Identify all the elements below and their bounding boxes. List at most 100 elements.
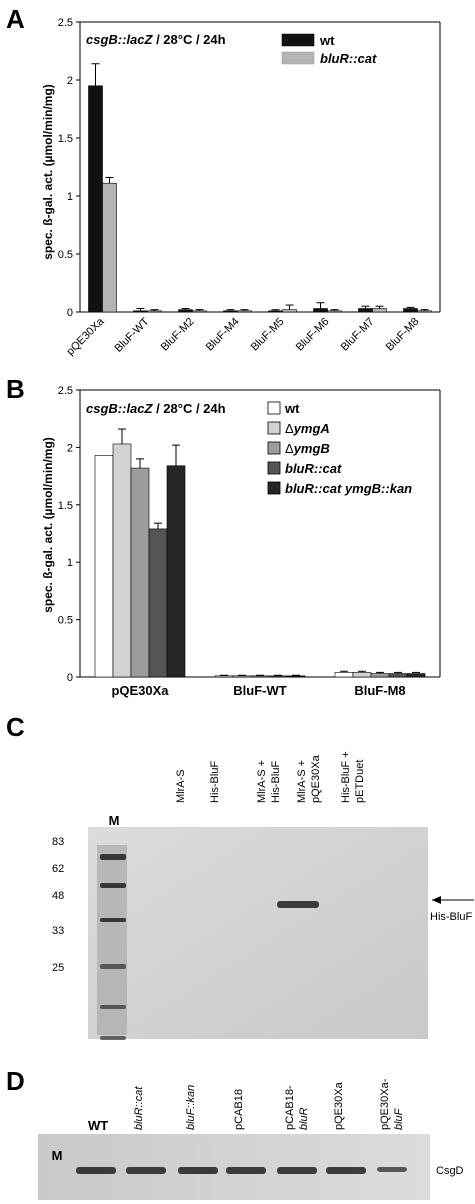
legend-label: ΔymgA	[285, 421, 330, 436]
gel-d-lane-labels: WT bluR::cat bluF::kan pCAB18 pCAB18- bluR pQE…	[88, 1078, 405, 1133]
legend-label: bluR::cat ymgB::kan	[285, 481, 412, 496]
bar	[327, 310, 342, 313]
bar	[406, 673, 426, 678]
bar	[334, 672, 354, 678]
y-tick-label: 0	[67, 672, 73, 684]
lane-label: bluF	[393, 1107, 405, 1130]
y-tick-label: 2.5	[58, 385, 73, 397]
chart-a-title: csgB::lacZ / 28°C / 24h	[86, 32, 226, 47]
x-tick-label: BluF-M7	[339, 316, 377, 354]
legend-label-text: ymgA	[293, 421, 330, 436]
lane-label: pETDuet	[354, 760, 366, 803]
bar	[214, 675, 234, 678]
x-tick-label: BluF-WT	[112, 315, 151, 354]
legend-swatch	[267, 481, 281, 495]
bar	[88, 85, 103, 313]
x-tick-label: pQE30Xa	[64, 315, 107, 358]
legend-swatch	[267, 461, 281, 475]
legend-swatch	[267, 401, 281, 415]
y-tick-label: 2.5	[58, 17, 73, 29]
bar	[268, 675, 288, 678]
legend-label-text: wt	[284, 401, 300, 416]
bar	[352, 672, 372, 678]
chart-a-ylabel: spec. ß-gal. act. (µmol/min/mg)	[41, 84, 55, 260]
legend-label-prefix: Δ	[285, 441, 294, 456]
bar	[372, 308, 387, 313]
y-tick-label: 2	[67, 75, 73, 87]
lane-label: pQE30Xa	[333, 1081, 345, 1130]
bar	[417, 310, 432, 313]
mw-marker-label: 62	[52, 863, 64, 875]
bar	[358, 308, 373, 313]
mw-marker-label: 33	[52, 925, 64, 937]
lane-label: MlrA-S +	[256, 760, 268, 803]
chart-b: spec. ß-gal. act. (µmol/min/mg) csgB::la…	[41, 385, 441, 698]
x-tick-label: BluF-M6	[294, 316, 332, 354]
bar	[388, 673, 408, 678]
marker-band	[100, 918, 126, 922]
lane-label: pQE30Xa	[310, 754, 322, 803]
marker-band	[100, 883, 126, 888]
panel-letter-b: B	[6, 374, 25, 404]
legend-label-text: ymgB	[293, 441, 330, 456]
mw-marker-label: 48	[52, 890, 64, 902]
csgd-band	[126, 1167, 166, 1174]
legend-swatch	[281, 33, 315, 47]
gel-d-marker-label: M	[52, 1148, 63, 1163]
legend-label: bluR::cat	[285, 461, 342, 476]
csgd-band	[277, 1167, 317, 1174]
mw-marker-label: 25	[52, 962, 64, 974]
x-tick-label: BluF-M8	[354, 683, 405, 698]
y-tick-label: 2	[67, 442, 73, 454]
bar	[148, 528, 168, 678]
bar	[94, 455, 114, 678]
gel-c: His-BluF M MlrA-S His-BluF MlrA-S + His-Blu…	[52, 751, 474, 1040]
gel-c-lane-labels: MlrA-S His-BluF MlrA-S + His-BluF MlrA-S + pQ…	[175, 751, 366, 803]
bar	[130, 467, 150, 678]
lane-label: His-BluF	[209, 761, 221, 803]
gel-c-marker-bands	[100, 854, 126, 1040]
y-tick-label: 0.5	[58, 615, 73, 627]
bar	[223, 310, 238, 313]
chart-b-title: csgB::lacZ / 28°C / 24h	[86, 401, 226, 416]
bar	[313, 308, 328, 313]
bar	[166, 465, 186, 678]
gel-d-bands	[76, 1167, 407, 1174]
x-tick-label: BluF-M5	[249, 316, 287, 354]
bar	[232, 675, 252, 678]
bar	[112, 443, 132, 678]
lane-label: bluR::cat	[133, 1086, 145, 1130]
marker-band	[100, 1036, 126, 1040]
gel-d: M CsgD WT bluR::cat bluF::kan pCAB18 pCAB18-…	[38, 1078, 464, 1200]
legend-swatch	[267, 421, 281, 435]
y-tick-label: 1.5	[58, 133, 73, 145]
bar	[250, 675, 270, 678]
csgd-band	[76, 1167, 116, 1174]
x-tick-label: BluF-M2	[159, 316, 197, 354]
gel-c-his-bluf-band	[277, 901, 319, 908]
lane-label: WT	[88, 1118, 108, 1133]
lane-label: pCAB18-	[284, 1085, 296, 1130]
bar	[192, 310, 207, 313]
csgd-band	[178, 1167, 218, 1174]
lane-label: pCAB18	[233, 1089, 245, 1130]
legend-label-text: bluR::cat ymgB::kan	[285, 481, 412, 496]
legend-label: bluR::cat	[320, 51, 377, 66]
x-tick-label: BluF-M8	[384, 316, 422, 354]
y-tick-label: 0	[67, 307, 73, 319]
csgd-band	[377, 1167, 407, 1172]
bar	[178, 309, 193, 313]
panel-letter-a: A	[6, 4, 25, 34]
lane-label: MlrA-S	[175, 769, 187, 803]
y-tick-label: 1	[67, 191, 73, 203]
legend-label: wt	[319, 33, 335, 48]
panel-letter-c: C	[6, 712, 25, 742]
lane-label: bluR	[298, 1107, 310, 1130]
gel-c-background	[88, 827, 428, 1039]
lane-label: His-BluF	[270, 761, 282, 803]
bar	[370, 673, 390, 678]
lane-label: MlrA-S +	[296, 760, 308, 803]
bar	[102, 182, 117, 313]
legend-label-text: bluR::cat	[285, 461, 342, 476]
